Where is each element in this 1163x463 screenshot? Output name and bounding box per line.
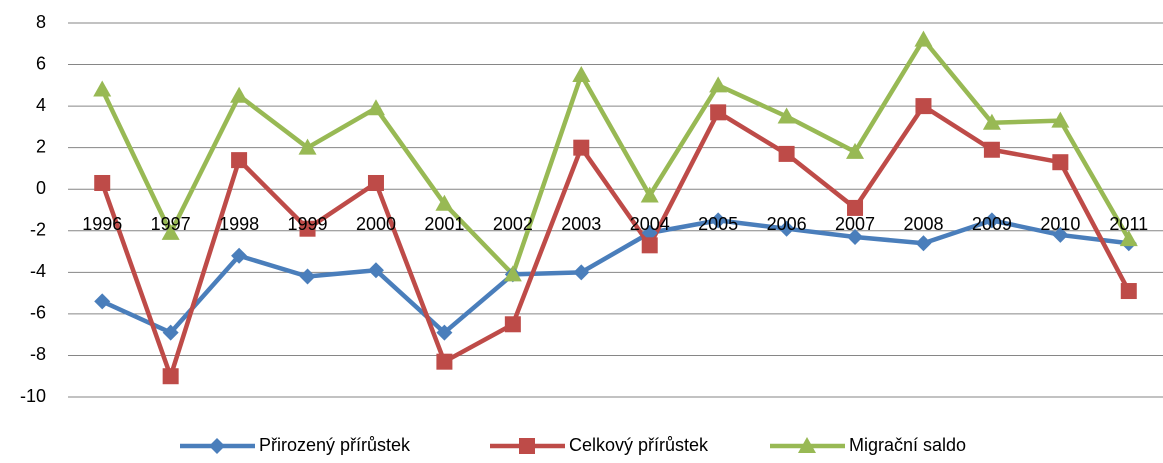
marker: [709, 76, 728, 93]
marker: [847, 229, 864, 246]
marker: [161, 223, 180, 240]
marker: [367, 174, 384, 191]
x-tick-label: 2010: [1040, 214, 1080, 234]
x-tick-label: 1996: [82, 214, 122, 234]
y-tick-label: 4: [36, 95, 46, 115]
y-tick-label: 0: [36, 178, 46, 198]
y-tick-label: -6: [30, 303, 46, 323]
marker: [640, 186, 659, 203]
marker: [504, 316, 521, 333]
x-tick-label: 2011: [1109, 214, 1148, 234]
series-line: [100, 103, 1131, 379]
marker: [641, 237, 658, 254]
y-tick-label: -10: [20, 386, 46, 406]
marker: [231, 152, 248, 169]
marker: [572, 65, 591, 82]
marker: [366, 99, 385, 116]
x-tick-label: 2007: [835, 214, 875, 234]
marker: [846, 142, 865, 159]
y-tick-label: 8: [36, 12, 46, 32]
marker: [1051, 111, 1070, 128]
x-tick-label: 2002: [493, 214, 533, 234]
x-tick-label: 2009: [972, 214, 1012, 234]
y-tick-label: 2: [36, 136, 46, 156]
marker: [777, 107, 796, 124]
legend-label: Přirozený přírůstek: [259, 435, 411, 455]
marker: [710, 212, 727, 229]
marker: [299, 220, 316, 237]
legend-marker: [209, 438, 225, 454]
x-tick-label: 2004: [630, 214, 670, 234]
marker: [162, 324, 179, 341]
marker: [94, 174, 111, 191]
x-tick-label: 2003: [561, 214, 601, 234]
marker: [94, 293, 111, 310]
series-line: [100, 37, 1131, 277]
marker: [93, 80, 112, 97]
x-tick-label: 1999: [288, 214, 328, 234]
marker: [1052, 154, 1069, 171]
marker: [915, 98, 932, 115]
marker: [915, 235, 932, 252]
legend-marker: [519, 438, 535, 454]
x-tick-label: 1997: [151, 214, 191, 234]
marker: [1052, 226, 1069, 243]
marker: [298, 138, 317, 155]
marker: [435, 194, 454, 211]
legend-label: Celkový přírůstek: [569, 435, 709, 455]
marker: [573, 264, 590, 281]
marker: [1119, 230, 1138, 247]
marker: [436, 324, 453, 341]
marker: [367, 262, 384, 279]
y-tick-label: -4: [30, 261, 46, 281]
marker: [230, 86, 249, 103]
marker: [1120, 283, 1137, 300]
marker: [503, 265, 522, 282]
x-tick-label: 1998: [219, 214, 259, 234]
marker: [641, 224, 658, 241]
x-tick-label: 2000: [356, 214, 396, 234]
x-tick-label: 2001: [424, 214, 464, 234]
marker: [982, 113, 1001, 130]
y-tick-label: -8: [30, 344, 46, 364]
marker: [778, 145, 795, 162]
y-tick-label: -2: [30, 220, 46, 240]
marker: [778, 220, 795, 237]
marker: [983, 141, 1000, 158]
marker: [710, 104, 727, 121]
marker: [162, 368, 179, 385]
marker: [299, 268, 316, 285]
marker: [847, 199, 864, 216]
legend-marker: [798, 437, 816, 453]
marker: [436, 353, 453, 370]
x-tick-label: 2005: [698, 214, 738, 234]
series-line: [101, 218, 1130, 335]
marker: [231, 247, 248, 264]
y-tick-label: 6: [36, 53, 46, 73]
legend-label: Migrační saldo: [849, 435, 966, 455]
marker: [573, 139, 590, 156]
marker: [914, 30, 933, 47]
x-tick-label: 2008: [903, 214, 943, 234]
x-tick-label: 2006: [767, 214, 807, 234]
marker: [983, 212, 1000, 229]
